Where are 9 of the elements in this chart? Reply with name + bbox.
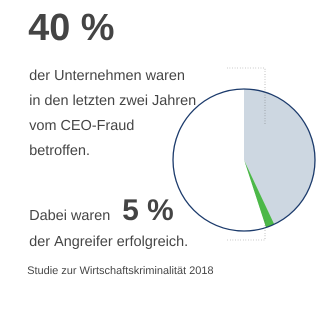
text: der Angreifer erfolgreich. — [30, 236, 187, 249]
text: in den letzten zwei Jahren — [30, 94, 196, 106]
text: Studie zur Wirtschaftskriminalität 2018 — [28, 266, 214, 274]
text: der Unternehmen waren — [30, 70, 184, 80]
text: 5 % — [123, 199, 173, 220]
text: 40 % — [28, 14, 114, 40]
text: vom CEO-Fraud — [29, 120, 134, 130]
text: Dabei waren — [30, 210, 110, 220]
text: betroffen. — [30, 144, 89, 156]
